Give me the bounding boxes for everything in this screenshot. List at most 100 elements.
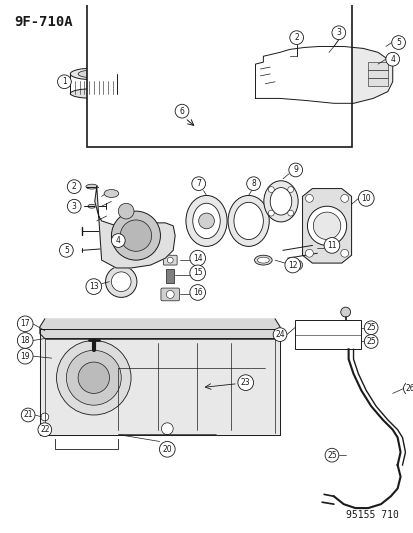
Circle shape bbox=[78, 362, 109, 393]
Circle shape bbox=[198, 213, 214, 229]
Circle shape bbox=[281, 49, 297, 64]
Circle shape bbox=[281, 51, 336, 106]
Text: 19: 19 bbox=[20, 352, 30, 361]
Text: 20: 20 bbox=[162, 445, 172, 454]
Circle shape bbox=[167, 257, 173, 263]
Circle shape bbox=[313, 212, 340, 239]
Bar bbox=[87, 0, 351, 148]
Circle shape bbox=[284, 257, 300, 273]
Circle shape bbox=[161, 423, 173, 434]
Circle shape bbox=[120, 220, 151, 251]
Circle shape bbox=[67, 180, 81, 193]
Circle shape bbox=[268, 187, 273, 192]
Circle shape bbox=[175, 104, 188, 118]
Circle shape bbox=[57, 341, 131, 415]
Circle shape bbox=[86, 279, 102, 294]
Circle shape bbox=[358, 190, 373, 206]
Ellipse shape bbox=[70, 68, 117, 80]
Circle shape bbox=[89, 69, 98, 79]
Circle shape bbox=[268, 210, 273, 216]
Text: 3: 3 bbox=[336, 28, 340, 37]
Text: 13: 13 bbox=[89, 282, 98, 291]
Ellipse shape bbox=[185, 196, 227, 246]
Circle shape bbox=[305, 249, 313, 257]
Circle shape bbox=[288, 163, 302, 177]
Text: 17: 17 bbox=[20, 319, 30, 328]
Circle shape bbox=[307, 206, 346, 245]
Circle shape bbox=[340, 249, 348, 257]
Ellipse shape bbox=[233, 203, 263, 239]
Ellipse shape bbox=[270, 188, 291, 215]
Text: 1: 1 bbox=[62, 77, 66, 86]
Text: 23: 23 bbox=[240, 378, 250, 387]
Text: 9F-710A: 9F-710A bbox=[14, 15, 73, 29]
Circle shape bbox=[363, 335, 377, 349]
Ellipse shape bbox=[192, 203, 220, 239]
Circle shape bbox=[363, 321, 377, 335]
Circle shape bbox=[324, 448, 338, 462]
Text: 24: 24 bbox=[275, 330, 284, 339]
Polygon shape bbox=[302, 189, 351, 263]
Circle shape bbox=[403, 382, 413, 395]
Ellipse shape bbox=[104, 229, 112, 233]
Bar bbox=[367, 62, 387, 70]
Circle shape bbox=[291, 61, 326, 96]
Text: 25: 25 bbox=[366, 323, 375, 332]
Ellipse shape bbox=[78, 70, 109, 78]
Circle shape bbox=[190, 285, 205, 300]
Text: 25: 25 bbox=[326, 451, 336, 459]
Circle shape bbox=[105, 266, 137, 297]
Circle shape bbox=[166, 290, 174, 298]
Text: 5: 5 bbox=[64, 246, 69, 255]
Circle shape bbox=[340, 307, 350, 317]
Bar bbox=[166, 269, 174, 282]
Circle shape bbox=[67, 199, 81, 213]
Text: 22: 22 bbox=[40, 425, 50, 434]
Circle shape bbox=[391, 36, 404, 50]
Circle shape bbox=[41, 413, 49, 421]
Text: 6: 6 bbox=[179, 107, 184, 116]
Polygon shape bbox=[95, 187, 175, 268]
FancyBboxPatch shape bbox=[161, 288, 179, 301]
Text: 2: 2 bbox=[71, 182, 76, 191]
Bar bbox=[279, 46, 309, 56]
Circle shape bbox=[190, 251, 205, 266]
Polygon shape bbox=[255, 46, 392, 103]
Text: 26: 26 bbox=[405, 384, 413, 393]
Text: 14: 14 bbox=[192, 254, 202, 263]
Circle shape bbox=[66, 350, 121, 405]
Circle shape bbox=[38, 423, 52, 437]
Bar bbox=[294, 320, 361, 349]
Ellipse shape bbox=[263, 181, 297, 222]
Ellipse shape bbox=[104, 190, 119, 197]
Circle shape bbox=[287, 187, 293, 192]
Ellipse shape bbox=[257, 257, 268, 263]
Circle shape bbox=[190, 265, 205, 281]
Ellipse shape bbox=[228, 196, 268, 246]
Text: 4: 4 bbox=[116, 236, 121, 245]
Circle shape bbox=[17, 316, 33, 332]
Circle shape bbox=[159, 441, 175, 457]
Text: 4: 4 bbox=[389, 55, 394, 64]
Circle shape bbox=[340, 195, 348, 203]
Text: 21: 21 bbox=[23, 410, 33, 419]
Bar bbox=[367, 70, 387, 78]
Circle shape bbox=[17, 333, 33, 349]
Text: 25: 25 bbox=[366, 337, 375, 346]
Circle shape bbox=[331, 26, 345, 39]
Bar bbox=[367, 78, 387, 86]
Circle shape bbox=[21, 408, 35, 422]
Ellipse shape bbox=[254, 255, 271, 265]
Circle shape bbox=[273, 328, 286, 342]
Circle shape bbox=[118, 203, 134, 219]
Text: 95155 710: 95155 710 bbox=[345, 510, 398, 520]
Text: 12: 12 bbox=[287, 261, 297, 270]
FancyBboxPatch shape bbox=[163, 255, 177, 265]
Circle shape bbox=[292, 260, 302, 270]
Circle shape bbox=[111, 211, 160, 260]
Ellipse shape bbox=[88, 204, 95, 208]
Text: 3: 3 bbox=[71, 201, 76, 211]
Circle shape bbox=[289, 31, 303, 45]
Circle shape bbox=[385, 52, 399, 66]
Text: 7: 7 bbox=[196, 179, 201, 188]
